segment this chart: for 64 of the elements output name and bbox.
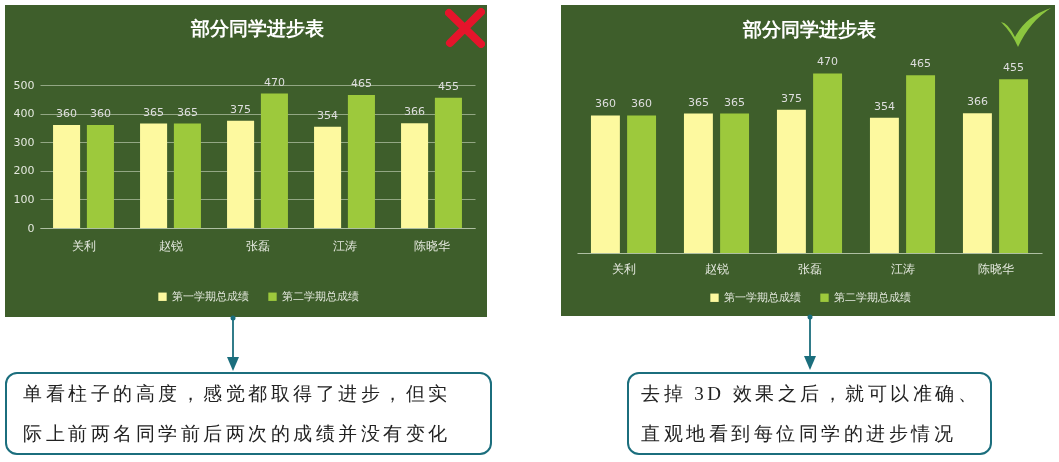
legend-label: 第一学期总成绩: [724, 290, 801, 304]
data-label: 360: [56, 107, 78, 121]
data-label: 375: [230, 102, 252, 116]
data-label: 455: [1003, 61, 1025, 75]
data-label: 366: [966, 95, 988, 109]
x-tick-label: 关利: [71, 238, 96, 253]
data-label: 360: [594, 97, 616, 111]
text: 去掉 3D 效果之后，就可以准确、直观地看到每位同学的进步情况: [627, 372, 992, 455]
bar: [86, 125, 114, 228]
bar: [776, 109, 806, 253]
bar: [314, 126, 342, 228]
x-tick-label: 江涛: [332, 238, 357, 253]
bar: [347, 95, 375, 228]
x-tick-label: 张磊: [245, 238, 270, 253]
bar: [227, 120, 255, 228]
data-label: 360: [89, 107, 111, 121]
x-tick-label: 赵锐: [158, 238, 183, 253]
data-label: 455: [437, 79, 459, 93]
bar: [962, 113, 992, 253]
chart-title: 部分同学进步表: [190, 16, 325, 39]
y-tick-label: 0: [27, 221, 35, 235]
y-tick-label: 300: [13, 135, 35, 149]
y-tick-label: 100: [13, 192, 35, 206]
bar: [906, 75, 936, 253]
data-label: 470: [817, 55, 839, 69]
x-tick-label: 江涛: [890, 261, 915, 276]
data-label: 365: [687, 95, 709, 109]
legend-label: 第二学期总成绩: [834, 290, 911, 304]
data-label: 470: [263, 75, 285, 89]
chart-title: 部分同学进步表: [742, 18, 877, 41]
data-label: 360: [631, 97, 653, 111]
data-label: 365: [143, 105, 165, 119]
bar: [590, 115, 620, 253]
bar: [434, 97, 462, 228]
bar: [627, 115, 657, 253]
x-tick-label: 关利: [611, 261, 636, 276]
bar: [140, 123, 168, 228]
data-label: 375: [780, 91, 802, 105]
x-tick-label: 张磊: [797, 261, 822, 276]
legend-label: 第二学期总成绩: [282, 289, 359, 303]
data-label: 354: [317, 108, 339, 122]
bar: [869, 117, 899, 253]
bar: [401, 123, 429, 228]
data-label: 365: [724, 95, 746, 109]
data-label: 465: [910, 57, 932, 71]
bar: [683, 113, 713, 253]
x-tick-label: 赵锐: [704, 261, 729, 276]
bar: [53, 125, 81, 228]
bar: [720, 113, 750, 253]
x-tick-label: 陈晓华: [977, 261, 1014, 276]
bar: [260, 93, 288, 228]
data-label: 354: [873, 99, 895, 113]
legend-label: 第一学期总成绩: [172, 289, 249, 303]
text: 单看柱子的高度，感觉都取得了进步，但实际上前两名同学前后两次的成绩并没有变化: [5, 372, 492, 455]
y-tick-label: 200: [13, 164, 35, 178]
y-tick-label: 400: [13, 107, 35, 121]
bar: [999, 79, 1029, 253]
data-label: 366: [404, 105, 426, 119]
bar: [813, 73, 843, 253]
data-label: 365: [176, 105, 198, 119]
data-label: 465: [350, 77, 372, 91]
y-tick-label: 500: [13, 78, 35, 92]
bar: [173, 123, 201, 228]
x-tick-label: 陈晓华: [413, 238, 450, 253]
